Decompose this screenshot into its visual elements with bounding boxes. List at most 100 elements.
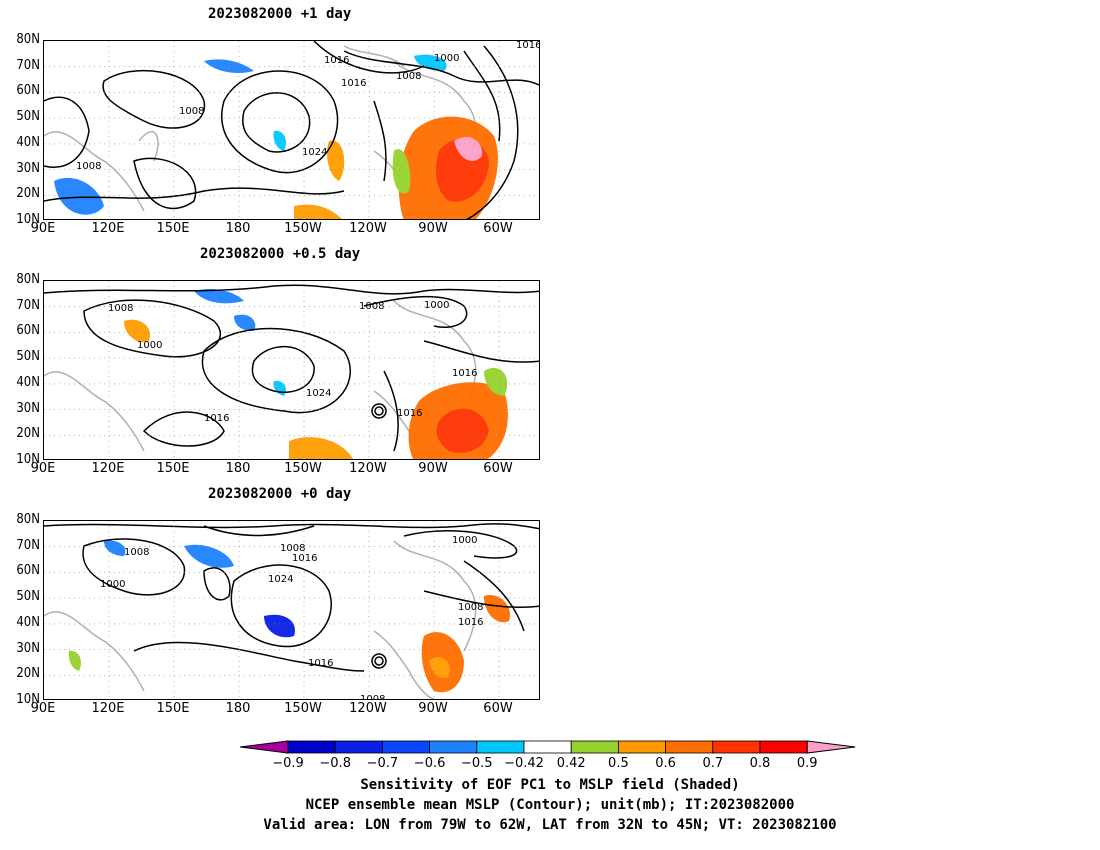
lon-tick-label: 60W: [483, 221, 513, 236]
contour-label: 1000: [434, 53, 459, 64]
colorbar-right-arrow: [806, 740, 856, 754]
contour-label: 1008: [359, 301, 384, 312]
lat-tick-label: 40N: [16, 374, 40, 390]
lat-tick-label: 10N: [16, 452, 40, 467]
caption-line-2: NCEP ensemble mean MSLP (Contour); unit(…: [305, 797, 795, 813]
contour-label: 1016: [292, 553, 317, 564]
lat-tick-label: 30N: [16, 640, 40, 656]
lat-tick-label: 70N: [16, 297, 40, 313]
colorbar-tick-label: −0.42: [504, 756, 544, 771]
colorbar: [240, 740, 856, 754]
graticule: [44, 41, 539, 219]
lon-tick-label: 120W: [349, 221, 387, 236]
shading: [124, 289, 508, 459]
lat-tick-label: 60N: [16, 563, 40, 579]
colorbar-swatch: [759, 740, 808, 754]
contour-label: 1016: [452, 368, 477, 379]
lon-tick-label: 60W: [483, 461, 513, 476]
lat-tick-label: 20N: [16, 186, 40, 202]
lat-tick-label: 60N: [16, 83, 40, 99]
contour-label: 1016: [397, 408, 422, 419]
contour-label: 1024: [306, 388, 331, 399]
contour-label: 1008: [396, 71, 421, 82]
colorbar-swatch: [523, 740, 572, 754]
lon-tick-label: 120E: [91, 701, 125, 716]
colorbar-tick-label: 0.7: [702, 756, 724, 771]
contour-value-labels: 1008 1008 1016 1000 1024 1000 1008 1016 …: [100, 535, 483, 699]
lat-tick-label: 70N: [16, 57, 40, 73]
map-panel-2: 1008 1008 1000 1000 1024 1016 1016 1016: [43, 280, 540, 460]
map-panel-1: 1016 1016 1000 1008 1016 1008 1024 1008: [43, 40, 540, 220]
lon-tick-label: 120W: [349, 701, 387, 716]
lon-tick-label: 90W: [418, 701, 448, 716]
shading: [54, 54, 498, 219]
lat-tick-label: 20N: [16, 426, 40, 442]
colorbar-swatch: [287, 740, 336, 754]
colorbar-tick-label: 0.5: [608, 756, 629, 771]
graticule: [44, 521, 539, 699]
lat-tick-label: 40N: [16, 614, 40, 630]
contour-label: 1016: [204, 413, 229, 424]
contours: [44, 41, 539, 219]
colorbar-swatch: [334, 740, 383, 754]
panel-title-1: 2023082000 +1 day: [208, 6, 352, 22]
lon-tick-label: 90W: [418, 221, 448, 236]
panel-title-2: 2023082000 +0.5 day: [200, 246, 361, 262]
lon-tick-label: 90E: [30, 701, 56, 716]
lon-tick-label: 150W: [284, 461, 322, 476]
lat-tick-label: 30N: [16, 400, 40, 416]
lat-tick-label: 80N: [16, 512, 40, 527]
lat-tick-label: 80N: [16, 32, 40, 47]
contour-label: 1008: [280, 543, 305, 554]
contour-label: 1000: [100, 579, 125, 590]
lat-tick-label: 50N: [16, 109, 40, 125]
contour-value-labels: 1016 1016 1000 1008 1016 1008 1024 1008: [76, 41, 539, 172]
colorbar-swatch: [617, 740, 666, 754]
colorbar-tick-label: −0.6: [413, 756, 446, 771]
colorbar-swatch: [712, 740, 761, 754]
contour-label: 1024: [268, 574, 293, 585]
colorbar-tick-label: −0.9: [272, 756, 304, 771]
contour-label: 1016: [324, 55, 349, 66]
contour-label: 1008: [179, 106, 204, 117]
contour-label: 1000: [137, 340, 162, 351]
contour-value-labels: 1008 1008 1000 1000 1024 1016 1016 1016: [108, 300, 477, 424]
lon-tick-label: 150E: [156, 221, 190, 236]
lat-tick-label: 70N: [16, 537, 40, 553]
colorbar-tick-label: 0.6: [655, 756, 676, 771]
contour-label: 1008: [124, 547, 149, 558]
contour-label: 1016: [341, 78, 366, 89]
caption-line-3: Valid area: LON from 79W to 62W, LAT fro…: [263, 817, 837, 833]
contours: [44, 284, 539, 452]
lon-tick-label: 180: [225, 461, 251, 476]
lon-tick-label: 180: [225, 701, 251, 716]
contour-label: 1000: [424, 300, 449, 311]
contour-label: 1024: [302, 147, 327, 158]
colorbar-swatch: [476, 740, 525, 754]
colorbar-tick-label: −0.8: [319, 756, 351, 771]
caption-line-1: Sensitivity of EOF PC1 to MSLP field (Sh…: [360, 777, 740, 793]
map-svg-2: 1008 1008 1000 1000 1024 1016 1016 1016: [44, 281, 539, 459]
lon-tick-label: 150E: [156, 461, 190, 476]
colorbar-swatch: [381, 740, 430, 754]
colorbar-left-arrow: [240, 740, 289, 754]
contours: [44, 523, 539, 672]
lat-tick-label: 20N: [16, 666, 40, 682]
colorbar-tick-label: −0.7: [366, 756, 399, 771]
map-svg-3: 1008 1008 1016 1000 1024 1000 1008 1016 …: [44, 521, 539, 699]
contour-label: 1008: [76, 161, 101, 172]
colorbar-tick-label: 0.42: [556, 756, 586, 771]
map-panel-3: 1008 1008 1016 1000 1024 1000 1008 1016 …: [43, 520, 540, 700]
lon-tick-label: 150E: [156, 701, 190, 716]
lat-tick-label: 80N: [16, 272, 40, 287]
lon-tick-label: 150W: [284, 701, 322, 716]
colorbar-tick-label: −0.5: [461, 756, 493, 771]
lon-tick-label: 150W: [284, 221, 322, 236]
contour-label: 1008: [108, 303, 133, 314]
graticule: [44, 281, 539, 459]
lon-tick-label: 90E: [30, 221, 56, 236]
colorbar-swatch: [665, 740, 714, 754]
contour-label: 1016: [458, 617, 483, 628]
lat-tick-label: 40N: [16, 134, 40, 150]
lon-tick-label: 120E: [91, 461, 125, 476]
